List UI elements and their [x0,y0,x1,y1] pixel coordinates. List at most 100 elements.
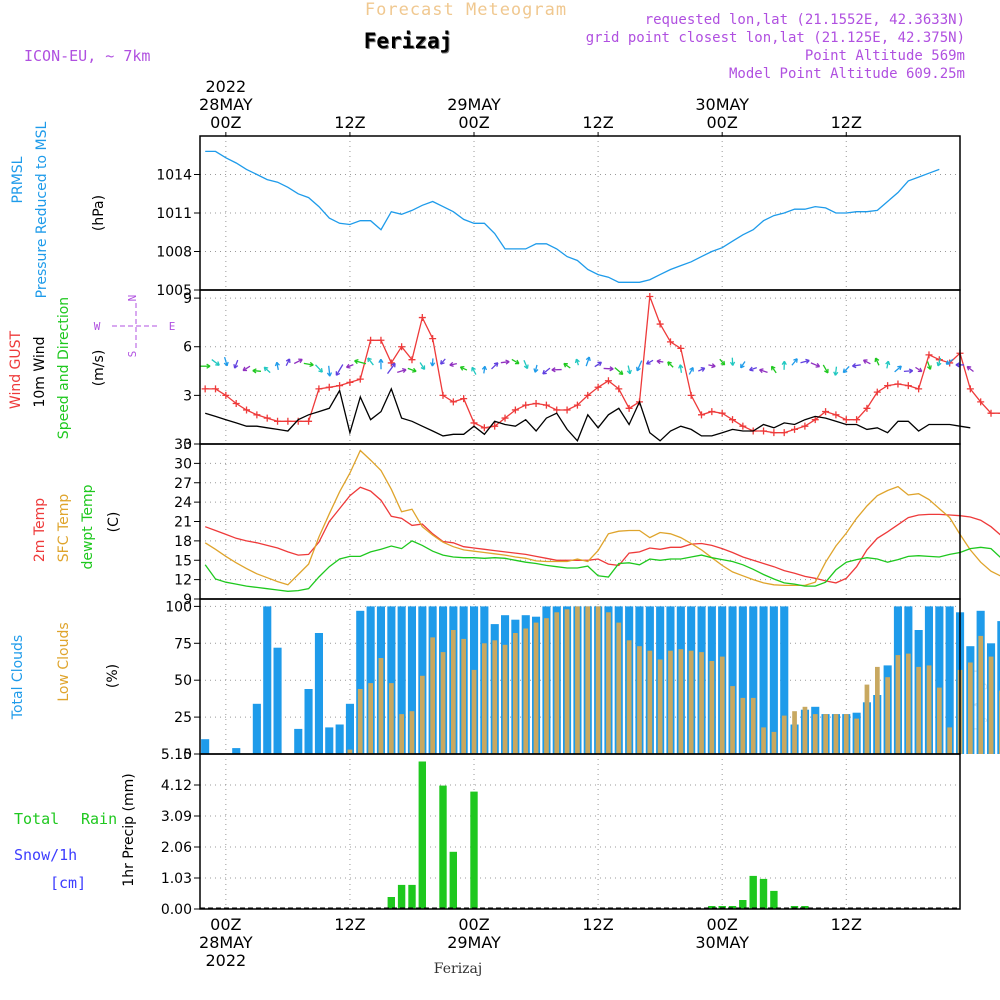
info-lines: requested lon,lat (21.1552E, 42.3633N) g… [586,12,965,82]
gust-marker [439,391,447,399]
low-cloud-bar [978,635,984,754]
low-cloud-bar [750,697,756,754]
rain-bar [749,875,757,909]
wind-arrow-head [345,363,351,369]
wind-arrow-head [505,359,510,365]
wind-arrow-shaft [252,369,262,372]
wind-arrow-head [781,360,787,366]
low-cloud-bar [761,727,766,754]
wind-direction-arrows [200,356,974,377]
wind-arrow-shaft [328,365,331,377]
gust-marker [997,412,1000,414]
wind-arrow-head [833,371,839,376]
total-cloud-bar [407,606,416,754]
wind-arrow-head [955,362,960,368]
y-tick-label: 25 [174,710,192,726]
rain-bar [449,851,457,909]
wind-arrow-shaft [749,366,758,371]
bottom-time-label: 28MAY [199,933,253,952]
wind-arrow-shaft [211,359,220,366]
wind-arrow [407,367,417,373]
total-cloud-bar [273,647,282,754]
wind-arrow-shaft [759,369,768,373]
gust-marker [770,429,778,437]
wind-arrow-shaft [894,365,902,373]
gust-marker [253,411,261,419]
low-clouds-label: Low Clouds [56,622,72,701]
wind-arrow [688,367,694,375]
temp-sfc-label: SFC Temp [56,494,72,563]
wind-series [201,292,1000,443]
gust-marker [801,422,809,430]
gust-marker [542,401,550,409]
total-cloud-bar [945,606,954,754]
wind-arrow-shaft [534,364,538,373]
wind-arrow [729,357,736,366]
wind-arrow [315,364,323,373]
wind-arrow [285,358,291,367]
gust-marker [315,385,323,393]
gust-marker [387,359,395,367]
wind-arrow-head [740,363,745,369]
total-cloud-bar [201,739,210,754]
wind-arrow [252,368,262,374]
gust-marker [325,383,333,391]
precip-panel: 0.00 1.03 2.06 3.09 4.12 5.15 Total Rain Snow… [14,747,961,918]
wind-arrow-head [874,357,880,363]
wind-arrow [698,367,706,372]
wind-arrow-head [945,360,951,365]
gust-marker [697,411,705,419]
y-tick-label: 5.15 [161,747,192,763]
wind-arrow-shaft [688,367,694,375]
total-cloud-bar [997,621,1000,754]
wind-arrow-head [542,369,547,375]
series-line-10m-wind [205,387,971,443]
gust-marker [491,422,499,430]
precip-bars [200,761,960,909]
wind-arrow [303,361,314,368]
gust-marker [398,343,406,351]
wind-arrow [233,359,239,369]
wind-arrow [822,364,829,374]
low-cloud-bar [389,683,394,754]
wind-arrow-shaft [407,367,417,372]
wind-panel: 0 3 6 9 Wind GUST 10m Wind Speed and Direct… [8,289,1000,453]
low-cloud-bar [833,714,839,754]
low-cloud-bar [606,612,611,754]
info-line-requested: requested lon,lat (21.1552E, 42.3633N) [645,12,965,28]
wind-arrow [740,361,746,369]
total-cloud-bar [935,606,944,754]
wind-arrow [852,363,861,369]
total-cloud-bar [232,748,241,754]
bottom-time-label: 29MAY [447,933,501,952]
precip-snow-label: Snow/1h [14,846,77,864]
wind-arrow [874,357,880,366]
wind-arrow-shaft [874,357,880,366]
gust-marker [977,398,985,406]
bottom-time-label: 12Z [334,915,365,934]
low-cloud-bar [802,706,808,754]
gust-marker [604,377,612,385]
y-tick-label: 1.03 [161,871,192,887]
low-cloud-bar [719,656,725,754]
bottom-time-label: 12Z [831,915,862,934]
gust-marker [873,388,881,396]
bottom-time-label: 00Z [458,915,489,934]
wind-arrow [335,364,344,376]
low-cloud-bar [864,684,870,754]
wind-arrow [645,359,654,365]
wind-arrow [833,366,839,376]
wind-arrow-head [749,366,754,372]
wind-arrow [719,358,726,366]
wind-arrow-shaft [263,366,271,374]
wind-arrow-head [711,363,716,369]
gust-marker [429,335,437,343]
compass-n-label: N [126,295,139,302]
gust-marker [470,419,478,427]
precip-rain-label: Rain [81,810,117,828]
wind-arrow-head [378,358,384,364]
gust-marker [222,391,230,399]
low-cloud-bar [513,633,518,754]
gust-marker [811,416,819,424]
y-tick-label: 30 [174,456,192,472]
